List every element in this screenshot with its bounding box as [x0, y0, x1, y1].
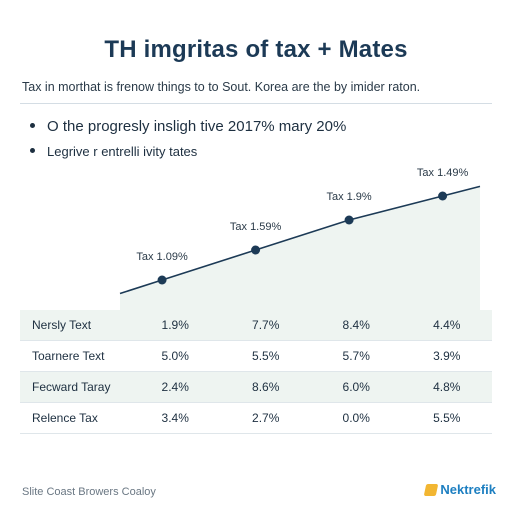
table-cell: 5.7% — [342, 349, 370, 363]
table-cell: 7.7% — [252, 318, 280, 332]
point-label: Tax 1.9% — [326, 191, 371, 203]
table-cell: 1.9% — [161, 318, 189, 332]
logo-text: Nektrefik — [440, 482, 496, 497]
data-point — [251, 245, 261, 255]
point-label: Tax 1.09% — [136, 251, 188, 263]
table-cell: 6.0% — [342, 380, 370, 394]
row-label: Fecward Taray — [32, 380, 111, 394]
table-cell: 5.5% — [252, 349, 280, 363]
table-cell: 2.7% — [252, 411, 280, 425]
data-point — [157, 275, 167, 285]
header-divider — [20, 103, 492, 104]
source-note: Slite Coast Browers Coaloy — [22, 486, 156, 498]
table-cell: 8.6% — [252, 380, 280, 394]
bullet-dot-icon — [30, 122, 35, 128]
series-line — [119, 185, 481, 295]
bullet-text-1: O the progresly insligh tive 2017% mary … — [47, 118, 347, 135]
row-label: Nersly Text — [32, 318, 92, 332]
bullet-item-1: O the progresly insligh tive 2017% mary … — [30, 118, 346, 135]
table-cell: 5.5% — [433, 411, 461, 425]
line-chart: Tax 1.09% Tax 1.59% Tax 1.9% Tax 1.49% — [119, 167, 481, 310]
page-title: TH imgritas of tax + Mates — [104, 36, 408, 63]
table-row: Relence Tax 3.4% 2.7% 0.0% 5.5% — [20, 403, 492, 434]
bullet-item-2: Legrive r entrelli ivity tates — [30, 144, 197, 159]
table-cell: 5.0% — [161, 349, 189, 363]
table-row: Toarnere Text 5.0% 5.5% 5.7% 3.9% — [20, 341, 492, 372]
data-point — [344, 215, 354, 225]
table-cell: 3.4% — [161, 411, 189, 425]
table-cell: 4.8% — [433, 380, 461, 394]
table-cell: 4.4% — [433, 318, 461, 332]
table-cell: 8.4% — [342, 318, 370, 332]
point-label: Tax 1.49% — [417, 167, 469, 179]
row-label: Toarnere Text — [32, 349, 105, 363]
brand-logo: Nektrefik — [424, 482, 496, 497]
table-row: Fecward Taray 2.4% 8.6% 6.0% 4.8% — [20, 371, 492, 403]
tax-table: Nersly Text 1.9% 7.7% 8.4% 4.4% Toarnere… — [20, 310, 492, 434]
table-row: Nersly Text 1.9% 7.7% 8.4% 4.4% — [20, 310, 492, 341]
table-cell: 2.4% — [161, 380, 189, 394]
chart-area-fill — [120, 186, 480, 310]
data-point — [438, 191, 448, 201]
table-cell: 3.9% — [433, 349, 461, 363]
row-label: Relence Tax — [32, 411, 98, 425]
bullet-dot-icon — [30, 148, 35, 154]
point-label: Tax 1.59% — [230, 221, 282, 233]
table-cell: 0.0% — [342, 411, 370, 425]
logo-mark-icon — [424, 483, 439, 496]
page-subtitle: Tax in morthat is frenow things to to So… — [22, 80, 421, 94]
bullet-text-2: Legrive r entrelli ivity tates — [47, 144, 198, 159]
